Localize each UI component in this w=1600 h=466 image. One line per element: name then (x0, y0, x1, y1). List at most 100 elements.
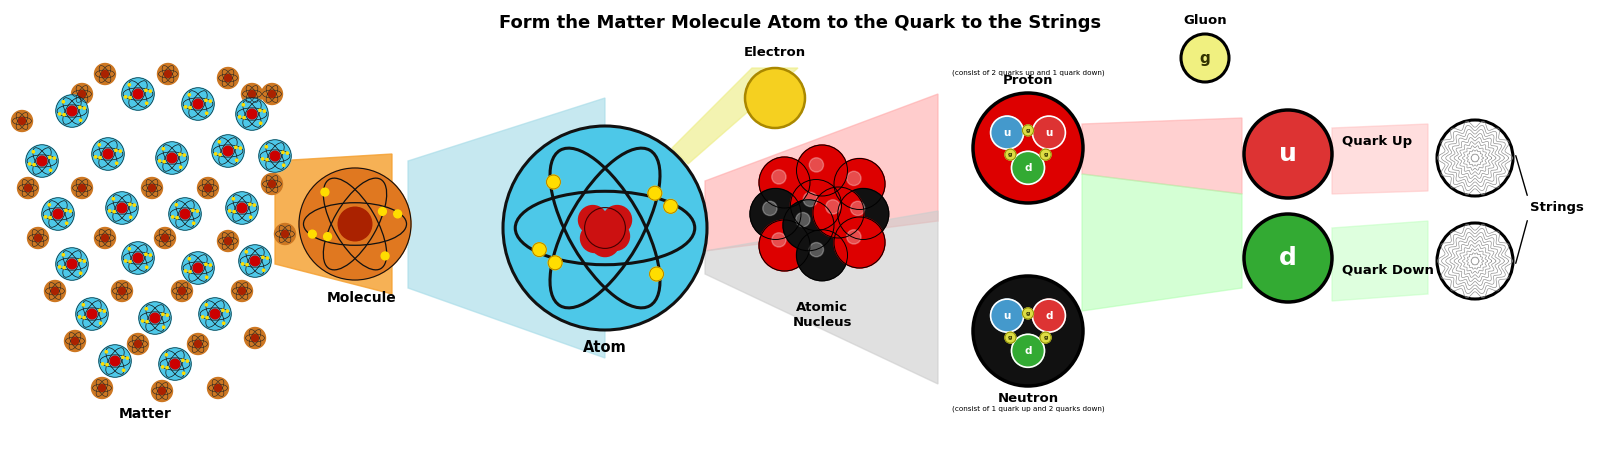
Circle shape (50, 156, 51, 158)
Circle shape (162, 313, 165, 315)
Text: g: g (1026, 311, 1030, 316)
Circle shape (155, 142, 189, 174)
Circle shape (149, 254, 152, 256)
Circle shape (810, 242, 824, 257)
Circle shape (1011, 334, 1045, 367)
Text: (consist of 2 quarks up and 1 quark down): (consist of 2 quarks up and 1 quark down… (952, 69, 1104, 75)
Circle shape (112, 198, 115, 200)
Circle shape (182, 252, 214, 284)
Circle shape (238, 288, 245, 295)
Circle shape (123, 369, 125, 371)
Circle shape (106, 363, 109, 366)
Circle shape (226, 192, 258, 224)
Circle shape (758, 220, 810, 271)
Circle shape (211, 135, 245, 167)
Circle shape (222, 146, 234, 156)
Circle shape (110, 356, 120, 366)
Circle shape (80, 272, 82, 274)
Circle shape (218, 141, 221, 143)
Circle shape (91, 377, 112, 398)
Circle shape (194, 263, 203, 273)
Circle shape (165, 354, 168, 356)
Circle shape (128, 83, 131, 86)
Circle shape (205, 99, 206, 102)
Circle shape (189, 94, 190, 96)
Circle shape (67, 106, 77, 116)
Circle shape (245, 328, 266, 349)
Circle shape (78, 259, 82, 261)
Circle shape (813, 187, 864, 238)
Circle shape (118, 288, 125, 295)
Circle shape (251, 335, 258, 342)
Circle shape (37, 156, 46, 166)
Circle shape (128, 247, 131, 250)
Circle shape (248, 91, 256, 97)
Circle shape (810, 158, 824, 172)
Circle shape (72, 338, 78, 344)
Polygon shape (1082, 118, 1242, 194)
Text: Atomic
Nucleus: Atomic Nucleus (792, 301, 851, 329)
Circle shape (34, 164, 35, 166)
Circle shape (182, 372, 186, 374)
Circle shape (226, 310, 229, 312)
Circle shape (270, 151, 280, 161)
Circle shape (846, 230, 861, 244)
Circle shape (205, 276, 208, 278)
Circle shape (134, 341, 141, 347)
Text: d: d (1045, 311, 1053, 321)
Circle shape (222, 322, 226, 324)
Circle shape (78, 106, 82, 109)
Circle shape (80, 119, 82, 121)
Circle shape (648, 186, 662, 200)
Circle shape (1011, 151, 1045, 184)
Circle shape (149, 90, 152, 92)
Circle shape (990, 299, 1024, 332)
Circle shape (86, 309, 98, 319)
Circle shape (242, 83, 262, 104)
Circle shape (210, 309, 219, 319)
Circle shape (181, 209, 190, 219)
Circle shape (224, 238, 232, 244)
Circle shape (218, 68, 238, 89)
Circle shape (170, 359, 179, 369)
Text: u: u (1278, 142, 1298, 166)
Circle shape (214, 384, 221, 391)
Circle shape (69, 210, 72, 212)
Circle shape (18, 178, 38, 199)
Circle shape (237, 203, 246, 213)
Circle shape (261, 158, 264, 160)
Circle shape (803, 192, 818, 206)
Text: g: g (1043, 152, 1048, 157)
Circle shape (158, 348, 192, 380)
Circle shape (242, 263, 243, 265)
Circle shape (141, 320, 144, 322)
Circle shape (381, 252, 389, 260)
Circle shape (1005, 332, 1016, 343)
Text: g: g (1043, 335, 1048, 340)
Circle shape (99, 345, 131, 377)
Circle shape (50, 217, 51, 219)
Circle shape (184, 106, 187, 108)
Circle shape (259, 109, 261, 111)
Circle shape (502, 126, 707, 330)
Circle shape (262, 256, 264, 259)
Circle shape (224, 75, 232, 82)
Circle shape (790, 179, 842, 231)
Circle shape (746, 68, 805, 128)
Circle shape (45, 216, 46, 218)
Circle shape (1245, 110, 1331, 198)
Circle shape (261, 83, 283, 104)
Circle shape (1040, 149, 1051, 160)
Circle shape (797, 230, 848, 281)
Circle shape (157, 63, 179, 84)
Circle shape (1245, 214, 1331, 302)
Circle shape (250, 203, 251, 206)
Circle shape (101, 363, 104, 365)
Circle shape (165, 71, 171, 77)
Circle shape (394, 210, 402, 218)
Circle shape (242, 103, 245, 106)
Circle shape (139, 302, 171, 334)
Circle shape (62, 114, 66, 116)
Circle shape (72, 83, 93, 104)
Circle shape (99, 157, 101, 159)
